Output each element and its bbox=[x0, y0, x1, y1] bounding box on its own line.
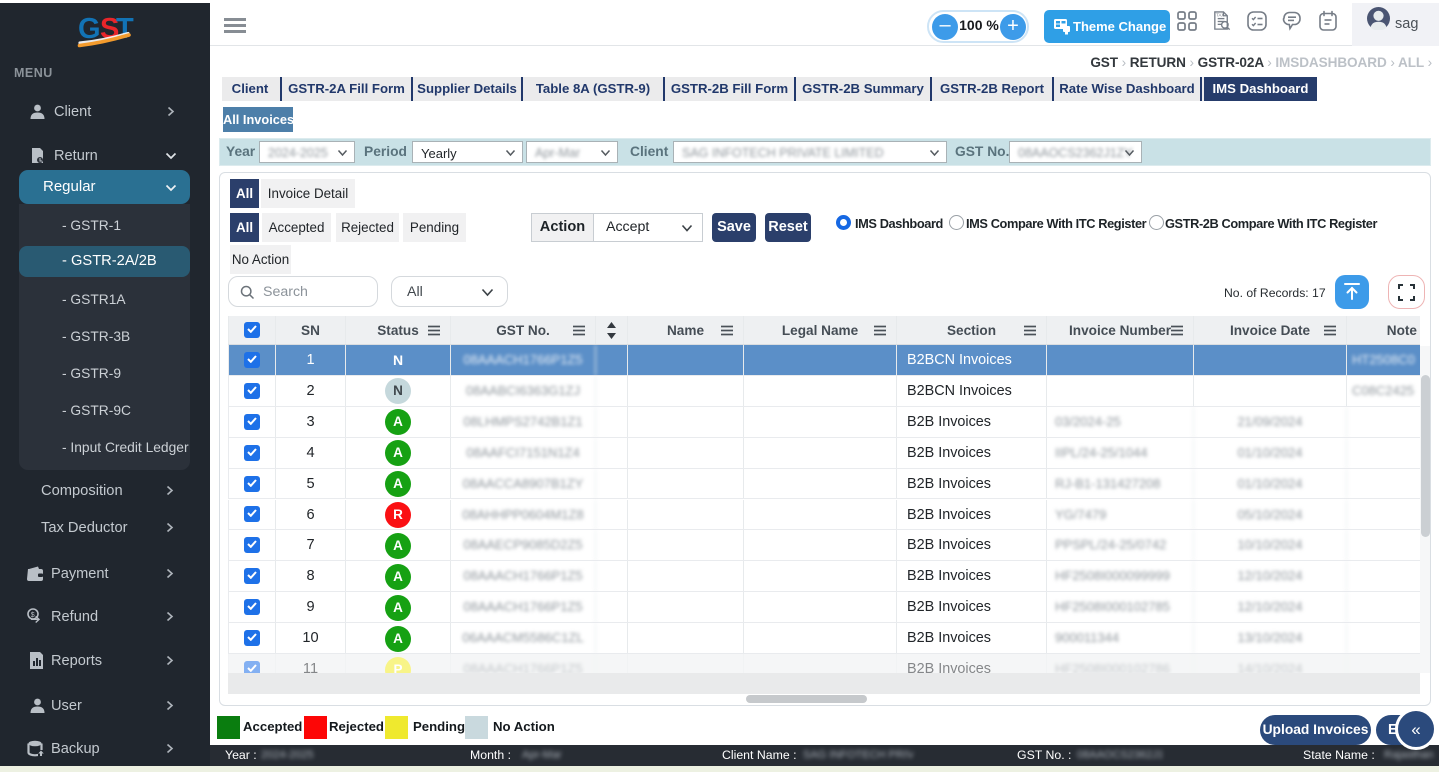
svg-text:TAX: TAX bbox=[1216, 13, 1224, 18]
svg-text:$: $ bbox=[31, 612, 35, 619]
